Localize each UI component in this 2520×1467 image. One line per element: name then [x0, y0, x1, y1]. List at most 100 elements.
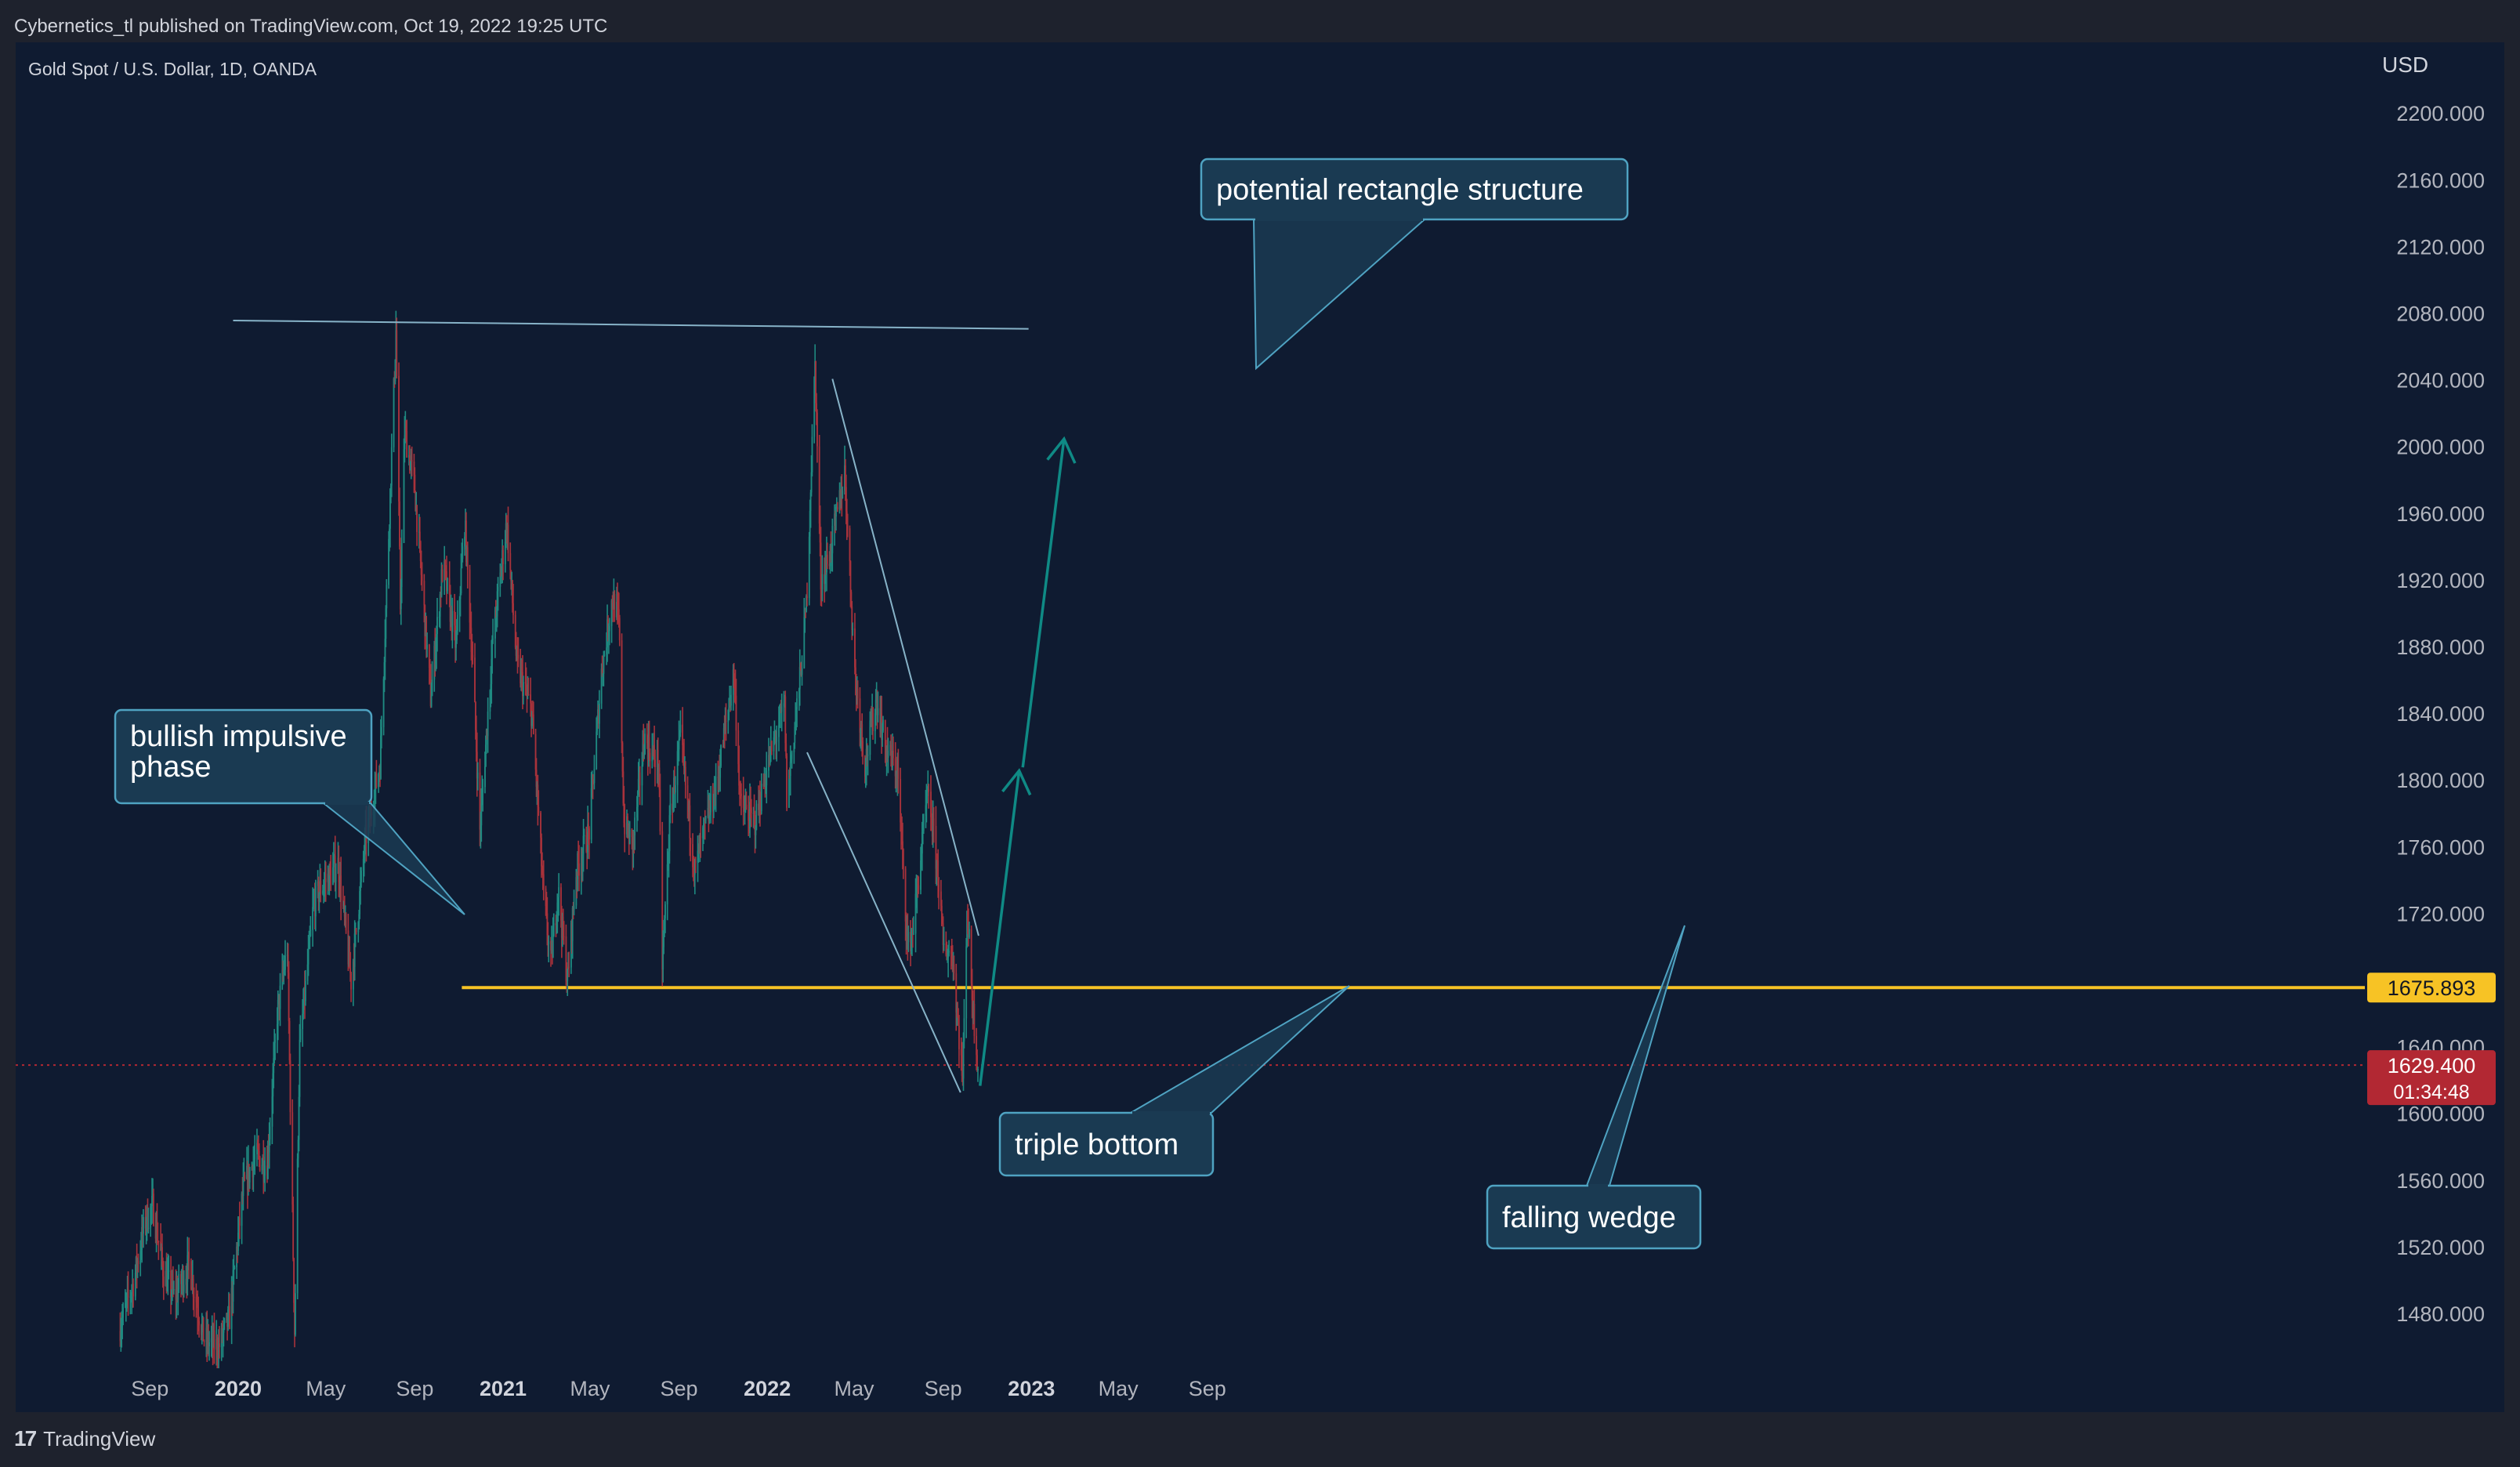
y-tick-label: 2160.000 [2396, 168, 2485, 192]
candle-body [228, 1306, 230, 1329]
candle-body [683, 766, 686, 769]
candle-body [476, 772, 479, 779]
candle-body [424, 605, 426, 636]
candle-body [292, 1204, 295, 1259]
candle-body [614, 593, 616, 618]
candle-body [527, 694, 529, 696]
rectangle-top-line [233, 320, 1029, 330]
candle-body [154, 1225, 157, 1239]
candle-body [582, 835, 585, 854]
candle-body [487, 711, 489, 737]
candle-body [965, 946, 968, 1019]
candle-body [186, 1278, 188, 1282]
candle-body [425, 616, 427, 636]
candle-body [784, 696, 787, 744]
time-axis: Sep 2020 May Sep 2021 May Sep 2022 May Sep 2023 May… [131, 1377, 1226, 1400]
candle-body [236, 1246, 238, 1268]
candle-body [281, 969, 284, 986]
candle-body [558, 887, 560, 897]
candle-body [686, 785, 689, 800]
candle-body [846, 525, 849, 529]
candle-body [804, 610, 806, 618]
candle-body [788, 770, 790, 808]
candle-body [408, 455, 410, 458]
publish-header: Cybernetics_tl published on TradingView.… [0, 0, 2520, 42]
candle-body [223, 1324, 225, 1333]
candle-body [769, 755, 770, 763]
candle-body [541, 866, 543, 874]
candle-body [348, 946, 350, 965]
y-tick-label: 2120.000 [2396, 235, 2485, 259]
candle-body [563, 936, 565, 938]
candle-body [925, 805, 927, 817]
candle-body [720, 745, 722, 766]
candle-body [219, 1343, 220, 1348]
candle-body [172, 1280, 174, 1291]
candle-body [484, 744, 487, 766]
candle-body [415, 505, 418, 511]
candle-body [286, 954, 288, 956]
candle-body [162, 1276, 165, 1286]
candle-body [151, 1195, 153, 1207]
x-tick-label: Sep [1189, 1377, 1226, 1400]
candle-body [712, 793, 714, 812]
candle-body [592, 779, 595, 784]
candle-body [530, 694, 532, 704]
candle-body [186, 1255, 189, 1282]
candle-body [505, 523, 508, 534]
y-tick-label: 1600.000 [2396, 1103, 2485, 1126]
candle-body [763, 781, 766, 787]
candle-body [516, 649, 519, 655]
candle-body [977, 1068, 979, 1070]
candle-body [754, 814, 756, 835]
candle-body [769, 741, 772, 748]
candle-body [608, 625, 610, 632]
candle-body [380, 727, 382, 736]
candle-body [283, 969, 285, 975]
candle-body [955, 973, 958, 1012]
candle-body [813, 376, 816, 437]
candle-body [567, 966, 570, 969]
candle-body [800, 668, 802, 676]
candle-body [440, 594, 442, 596]
candle-body [193, 1296, 195, 1299]
candle-body [418, 531, 420, 534]
candle-body [404, 435, 406, 450]
candle-body [181, 1271, 183, 1280]
candle-body [323, 882, 325, 889]
candle-body [627, 816, 628, 834]
tradingview-logo[interactable]: 17 TradingView [14, 1425, 155, 1453]
candle-body [920, 860, 921, 890]
candle-body [454, 610, 456, 626]
candle-body [638, 772, 640, 779]
candle-body [342, 904, 345, 906]
candle-body [773, 737, 775, 752]
candle-body [318, 893, 320, 902]
candle-body [509, 552, 512, 570]
candle-body [606, 619, 608, 648]
candle-body [744, 804, 747, 807]
candle-body [976, 1036, 978, 1056]
candle-body [902, 841, 903, 849]
candle-body [950, 954, 953, 964]
candle-body [201, 1324, 203, 1335]
candle-body [476, 752, 478, 779]
candle-body [877, 708, 879, 715]
candle-body [648, 737, 650, 753]
candle-body [744, 806, 746, 812]
candle-body [252, 1166, 254, 1178]
callout-box [998, 1111, 1215, 1177]
candle-body [465, 520, 466, 537]
candle-body [388, 538, 389, 585]
candle-body [855, 676, 857, 694]
candle-body [278, 994, 281, 1009]
candle-body [657, 749, 659, 771]
candle-body [527, 694, 530, 696]
candle-body [264, 1165, 266, 1176]
candle-body [907, 930, 909, 943]
candle-body [633, 834, 635, 836]
candle-body [534, 734, 537, 770]
candle-body [237, 1217, 240, 1233]
candle-body [718, 773, 720, 777]
